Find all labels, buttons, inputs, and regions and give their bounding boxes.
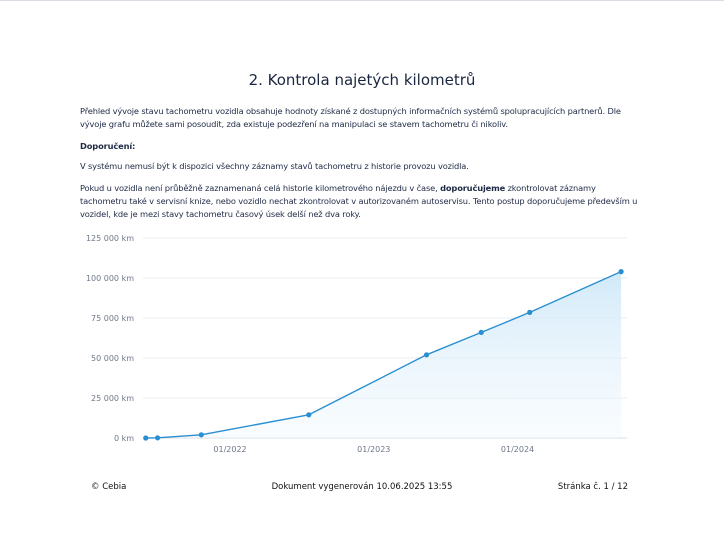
data-point xyxy=(527,309,533,315)
recommendation-label: Doporučení: xyxy=(80,141,136,151)
footer-copyright: © Cebia xyxy=(91,482,127,492)
y-tick-label: 75 000 km xyxy=(91,314,134,323)
x-tick-label: 01/2022 xyxy=(213,445,246,454)
y-tick-label: 0 km xyxy=(114,434,134,443)
data-point xyxy=(198,432,204,438)
data-point xyxy=(143,435,149,441)
data-point xyxy=(306,412,312,418)
note-paragraph: V systému nemusí být k dispozici všechny… xyxy=(80,161,469,171)
mileage-chart: 0 km 25 000 km 50 000 km 75 000 km 100 000 k… xyxy=(86,234,627,454)
y-tick-label: 25 000 km xyxy=(91,394,134,403)
y-tick-label: 125 000 km xyxy=(86,234,134,243)
chart-line-layer xyxy=(145,270,622,439)
x-tick-label: 01/2024 xyxy=(501,445,534,454)
mileage-line xyxy=(145,270,622,439)
advice-paragraph: Pokud u vozidla není průběžně zaznamenan… xyxy=(80,182,640,221)
data-point xyxy=(618,269,624,275)
footer-generated: Dokument vygenerován 10.06.2025 13:55 xyxy=(271,482,453,492)
data-point xyxy=(154,435,161,441)
chart-area-layer xyxy=(145,271,622,438)
advice-text-1: Pokud u vozidla není průběžně zaznamenan… xyxy=(80,183,441,193)
data-point xyxy=(423,352,430,358)
x-tick-label: 01/2023 xyxy=(357,445,390,454)
chart-points xyxy=(143,269,624,441)
y-tick-label: 100 000 km xyxy=(86,274,134,283)
page-top-border xyxy=(0,0,724,1)
y-axis-labels: 0 km 25 000 km 50 000 km 75 000 km 100 000 k… xyxy=(86,234,134,443)
intro-paragraph: Přehled vývoje stavu tachometru vozidla … xyxy=(80,106,621,129)
advice-bold: doporučujeme xyxy=(440,183,506,193)
section-heading: 2. Kontrola najetých kilometrů xyxy=(248,71,476,89)
y-tick-label: 50 000 km xyxy=(91,354,134,363)
x-axis-labels: 01/2022 01/2023 01/2024 xyxy=(213,445,534,454)
mileage-area xyxy=(145,271,622,438)
data-point xyxy=(478,329,484,335)
advice-text-2: zkontrolovat záznamy tachometru také v s… xyxy=(80,183,638,219)
footer-page-number: Stránka č. 1 / 12 xyxy=(557,482,628,492)
